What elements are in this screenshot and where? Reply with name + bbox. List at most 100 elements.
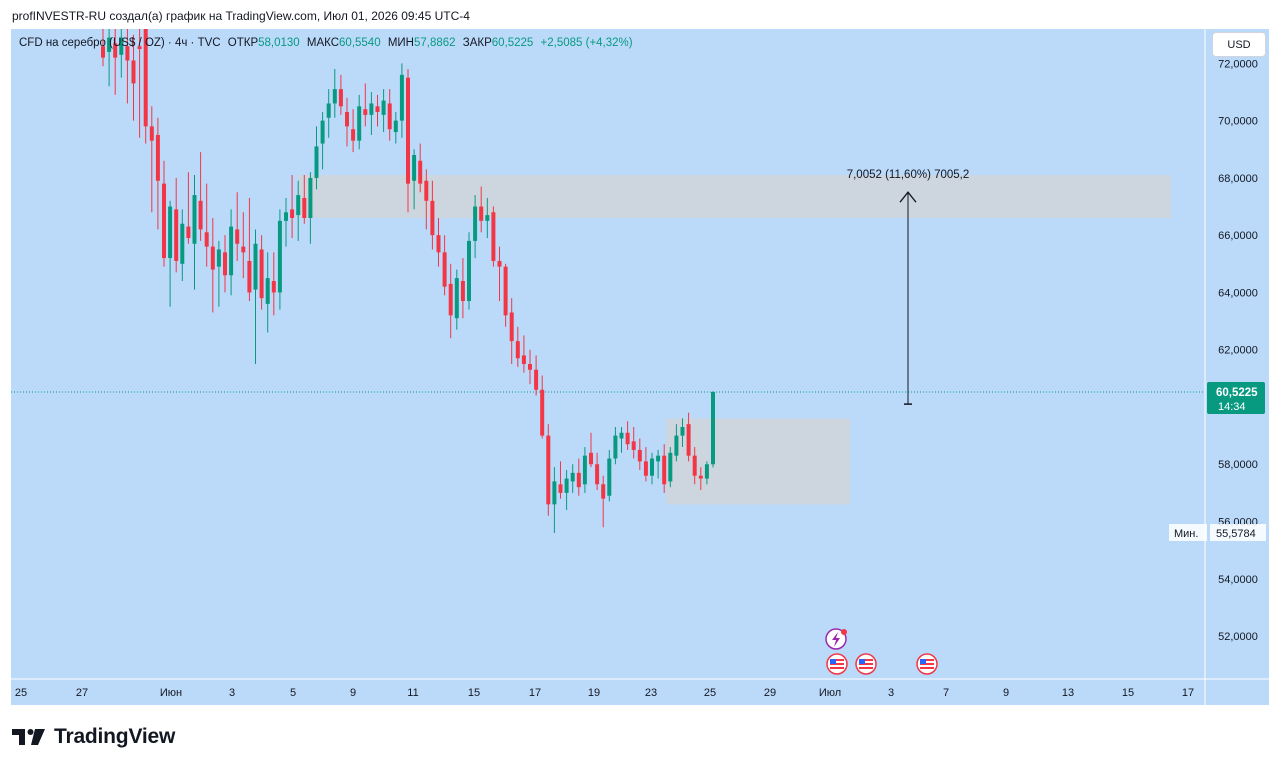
close-label: ЗАКР xyxy=(462,37,492,49)
attribution-header: profINVESTR-RU создал(а) график на Tradi… xyxy=(12,9,470,23)
tradingview-logo-icon xyxy=(12,729,45,745)
min-badge: Мин. 55,5784 xyxy=(1169,524,1266,541)
candle-body xyxy=(375,106,380,113)
candle-body xyxy=(284,212,288,221)
candle-body xyxy=(448,283,453,316)
candle-body xyxy=(387,103,392,130)
candle-body xyxy=(515,341,520,359)
us-flag-event-icon[interactable] xyxy=(826,653,848,675)
candle-body xyxy=(607,458,612,496)
open-value: 58,0130 xyxy=(258,37,300,49)
candle-body xyxy=(552,481,557,505)
candle-body xyxy=(558,484,563,493)
low-value: 57,8862 xyxy=(413,37,456,49)
candle-body xyxy=(235,229,240,244)
candle-body xyxy=(686,424,691,456)
candle-body xyxy=(113,43,118,58)
open-label: ОТКР xyxy=(227,37,259,49)
candle-body xyxy=(253,243,258,290)
time-tick-label: Июн xyxy=(160,687,182,699)
candle-body xyxy=(192,195,197,244)
resistance-zone[interactable] xyxy=(298,175,1171,218)
time-tick-label: 25 xyxy=(704,687,716,699)
chart-area[interactable] xyxy=(11,29,1269,705)
candle-body xyxy=(320,120,325,144)
time-tick-label: Июл xyxy=(819,687,841,699)
candle-body xyxy=(271,280,276,293)
price-axis[interactable]: 72,0000 70,0000 68,0000 66,0000 64,0000 62,00… xyxy=(1218,58,1258,643)
measure-tool[interactable]: 7,0052 (11,60%) 7005,2 xyxy=(847,169,970,405)
candle-body xyxy=(436,235,441,253)
tradingview-logo[interactable]: TradingView xyxy=(12,725,175,749)
candle-body xyxy=(521,355,526,365)
time-tick-label: 27 xyxy=(76,687,88,699)
bar-countdown: 14:34 xyxy=(1218,401,1246,413)
current-price-badge: 60,5225 14:34 xyxy=(1207,382,1265,414)
candle-body xyxy=(223,252,227,276)
time-tick-label: 23 xyxy=(645,687,657,699)
time-tick-label: 5 xyxy=(290,687,296,699)
price-tick-label: 58,0000 xyxy=(1218,459,1258,471)
candle-body xyxy=(412,154,417,181)
candle-body xyxy=(277,220,282,293)
time-tick-label: 3 xyxy=(229,687,235,699)
us-flag-event-icon[interactable] xyxy=(855,653,877,675)
currency-button[interactable]: USD xyxy=(1212,32,1266,57)
candle-body xyxy=(326,103,331,118)
candle-body xyxy=(204,232,209,247)
symbol-title[interactable]: CFD на серебро (US$ / OZ) · 4ч · TVC xyxy=(19,37,221,49)
candle-body xyxy=(351,129,356,141)
candle-body xyxy=(259,249,264,299)
time-axis[interactable]: 25 27 Июн 3 5 9 11 15 17 19 23 25 29 Июл 3 7 9 13 15 17 xyxy=(15,687,1194,699)
candle-body xyxy=(540,389,545,436)
candle-body xyxy=(570,472,575,482)
candle-body xyxy=(582,455,587,485)
candle-body xyxy=(656,455,661,462)
candle-body xyxy=(467,240,471,302)
candle-body xyxy=(704,464,709,479)
candle-body xyxy=(497,260,502,267)
candle-body xyxy=(381,100,386,115)
time-tick-label: 9 xyxy=(350,687,356,699)
candle-body xyxy=(528,364,532,370)
price-tick-label: 52,0000 xyxy=(1218,631,1258,643)
candle-body xyxy=(503,266,508,316)
candle-body xyxy=(290,209,295,218)
candle-body xyxy=(393,120,398,133)
candle-body xyxy=(650,458,654,476)
candle-body xyxy=(345,112,349,127)
price-tick-label: 54,0000 xyxy=(1218,574,1258,586)
candle-body xyxy=(564,478,569,493)
time-tick-label: 11 xyxy=(407,687,418,699)
candle-body xyxy=(180,223,185,264)
candle-body xyxy=(485,215,490,221)
candle-body xyxy=(186,226,191,239)
candle-body xyxy=(229,226,234,276)
price-tick-label: 72,0000 xyxy=(1218,58,1258,70)
time-tick-label: 7 xyxy=(943,687,949,699)
candle-body xyxy=(265,278,270,304)
candle-body xyxy=(680,427,685,436)
time-tick-label: 17 xyxy=(1182,687,1194,699)
candle-body xyxy=(137,46,142,50)
candle-body xyxy=(210,246,215,270)
candle-body xyxy=(546,435,551,505)
candle-body xyxy=(143,29,148,127)
candle-body xyxy=(473,206,478,241)
candle-body xyxy=(668,452,673,482)
candle-body xyxy=(198,200,203,230)
us-flag-event-icon[interactable] xyxy=(916,653,938,675)
candle-body xyxy=(162,183,166,259)
candles-group xyxy=(101,29,715,533)
candle-body xyxy=(534,369,539,390)
candle-body xyxy=(241,246,246,253)
candle-body xyxy=(479,206,484,221)
price-tick-label: 70,0000 xyxy=(1218,116,1258,128)
candle-body xyxy=(155,134,160,181)
candle-body xyxy=(662,455,667,485)
candle-body xyxy=(119,37,124,55)
time-tick-label: 29 xyxy=(764,687,776,699)
event-flash-icon[interactable] xyxy=(825,628,847,650)
tradingview-wordmark: TradingView xyxy=(54,725,176,748)
